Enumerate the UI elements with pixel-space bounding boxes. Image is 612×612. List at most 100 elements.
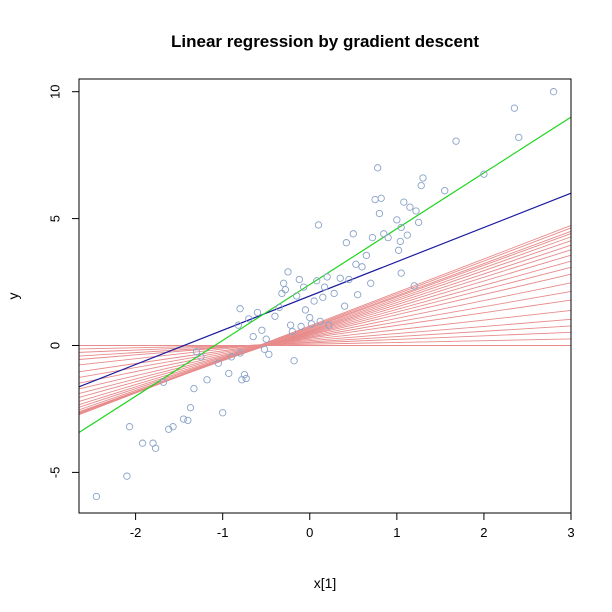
data-point: [260, 345, 269, 353]
data-point: [271, 312, 279, 320]
data-point: [138, 439, 147, 447]
data-point: [410, 282, 418, 290]
gd-iteration-line: [78, 310, 572, 366]
data-point: [377, 194, 385, 202]
chart-title: Linear regression by gradient descent: [171, 32, 479, 51]
x-tick-label: -1: [217, 525, 229, 540]
gd-iteration-line: [78, 325, 572, 357]
data-point: [301, 306, 310, 314]
data-point: [397, 269, 405, 277]
gd-iteration-line: [78, 290, 572, 378]
data-point: [349, 230, 357, 238]
data-point: [125, 423, 134, 431]
data-point: [286, 321, 295, 329]
data-point: [92, 492, 101, 501]
data-point: [368, 233, 377, 242]
data-point: [374, 164, 382, 172]
data-point: [290, 357, 298, 365]
data-point: [319, 293, 327, 301]
data-point: [240, 371, 249, 379]
data-point: [367, 279, 375, 287]
data-point: [419, 174, 427, 182]
x-tick-label: 0: [306, 525, 313, 540]
data-point: [262, 335, 270, 343]
data-point: [325, 321, 333, 329]
gd-iteration-line: [78, 266, 572, 394]
data-point: [293, 292, 301, 300]
data-point: [249, 332, 257, 341]
gd-iteration-line: [78, 254, 572, 402]
y-axis: -5 0 5 10: [48, 84, 80, 478]
gd-iteration-line: [78, 331, 572, 353]
data-point: [358, 263, 366, 271]
data-point: [515, 133, 523, 142]
scatter-points: [92, 88, 558, 501]
data-point: [275, 303, 283, 312]
data-point: [323, 273, 331, 281]
data-point: [510, 104, 519, 112]
y-axis-label: y: [5, 293, 21, 300]
data-point: [284, 268, 292, 276]
data-point: [281, 286, 290, 294]
data-point: [300, 283, 308, 291]
data-point: [295, 275, 303, 284]
data-point: [549, 88, 558, 96]
y-tick-label: 10: [48, 84, 63, 98]
data-point: [354, 291, 362, 299]
data-point: [393, 216, 401, 224]
gd-iteration-line: [78, 249, 572, 406]
gd-iteration-line: [78, 282, 572, 384]
data-point: [313, 277, 321, 285]
data-point: [307, 320, 316, 328]
data-point: [236, 305, 244, 313]
data-point: [278, 289, 286, 298]
data-point: [330, 289, 338, 298]
data-point: [352, 260, 360, 268]
data-point: [236, 349, 244, 357]
data-point: [412, 207, 420, 215]
gd-iteration-line: [78, 260, 572, 398]
data-point: [151, 444, 160, 452]
data-point: [342, 239, 350, 247]
data-point: [336, 274, 344, 282]
data-point: [234, 321, 243, 329]
data-point: [403, 231, 411, 239]
data-point: [190, 384, 198, 393]
data-point: [179, 415, 188, 423]
data-point: [345, 275, 353, 284]
data-point: [480, 170, 488, 178]
data-point: [441, 187, 449, 195]
data-point: [320, 283, 329, 291]
data-point: [258, 326, 266, 334]
data-point: [186, 404, 195, 412]
data-point: [396, 237, 404, 246]
data-point: [288, 327, 296, 336]
data-point: [159, 378, 168, 386]
data-point: [225, 369, 233, 378]
data-point: [169, 423, 177, 431]
data-point: [310, 297, 318, 305]
data-point: [406, 203, 414, 211]
gd-iteration-line: [78, 273, 572, 390]
x-tick-label: 2: [480, 525, 487, 540]
data-point: [384, 233, 392, 242]
data-point: [375, 209, 384, 218]
data-point: [380, 230, 388, 238]
data-point: [184, 416, 192, 425]
data-point: [165, 425, 173, 433]
data-point: [297, 322, 305, 331]
x-tick-label: -2: [130, 525, 142, 540]
y-tick-label: 5: [48, 215, 63, 222]
data-point: [316, 317, 324, 326]
data-point: [306, 313, 314, 322]
y-tick-label: -5: [48, 467, 63, 479]
data-point: [371, 195, 379, 204]
data-point: [203, 376, 211, 384]
data-point: [279, 279, 288, 287]
gd-iteration-line: [78, 225, 572, 416]
gd-iteration-line: [78, 318, 572, 360]
data-point: [417, 181, 425, 190]
gd-iteration-line: [78, 244, 572, 408]
data-point: [192, 348, 201, 356]
